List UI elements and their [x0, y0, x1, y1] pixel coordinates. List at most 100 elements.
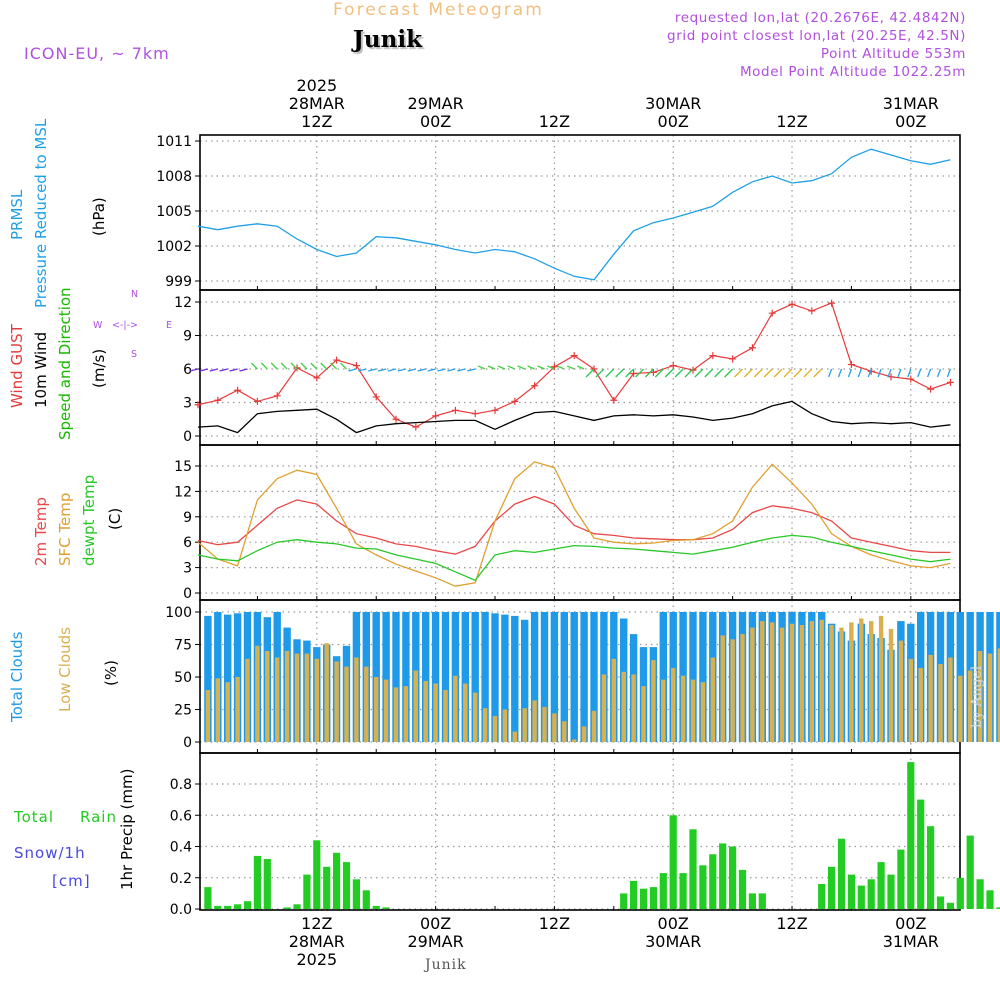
low-cloud-bar: [710, 657, 715, 742]
gust-marker: [352, 362, 360, 370]
low-cloud-bar: [700, 682, 706, 742]
total-cloud-bar: [431, 612, 440, 742]
wind-direction-arrow: [557, 365, 565, 370]
gust-marker: [630, 369, 638, 377]
wind-direction-arrow: [793, 368, 803, 378]
total-cloud-bar: [540, 612, 549, 742]
low-cloud-bar: [294, 653, 300, 742]
y-tick-label: 0.8: [170, 777, 192, 793]
y-tick-label: 0.4: [170, 840, 192, 856]
wind-direction-arrow: [219, 368, 228, 372]
rain-bar: [818, 884, 826, 909]
y-tick-label: 0.6: [170, 808, 192, 824]
gust-marker: [432, 412, 440, 420]
gust-marker: [946, 378, 954, 386]
rain-bar: [867, 879, 875, 909]
bottom-time-label: 31MAR: [882, 932, 939, 951]
wind-direction-arrow: [946, 368, 952, 378]
rain-bar: [887, 874, 895, 909]
location-title: Junik: [353, 26, 422, 53]
low-cloud-bar: [205, 690, 211, 742]
clouds-unit: (%): [102, 660, 120, 686]
top-time-label: 12Z: [301, 112, 333, 131]
low-cloud-bar: [631, 674, 636, 742]
wind-direction-arrow: [753, 368, 763, 378]
wind-direction-arrow: [229, 368, 238, 372]
footer-location: Junik: [425, 957, 467, 973]
low-cloud-bar: [581, 726, 587, 742]
low-cloud-bar: [908, 658, 913, 742]
y-tick-label: 0: [183, 735, 192, 751]
rain-bar: [758, 893, 766, 909]
gust-marker: [907, 375, 915, 383]
low-cloud-bar: [760, 621, 765, 742]
gust-marker: [927, 385, 935, 393]
wind-direction-arrow: [595, 368, 605, 378]
wind-line: [197, 400, 951, 434]
wind-direction-arrow: [527, 365, 535, 370]
wind-direction-arrow: [310, 362, 318, 370]
low-cloud-bar: [215, 678, 220, 742]
precip-axis-label: 1hr Precip (mm): [118, 768, 136, 890]
rain-bar: [224, 905, 232, 909]
pressure-label-prmsl: PRMSL: [8, 189, 26, 240]
low-cloud-bar: [819, 619, 824, 742]
top-time-label: 12Z: [776, 112, 808, 131]
wind-direction-arrow: [387, 368, 397, 372]
gust-marker: [451, 406, 459, 414]
wind-direction-arrow: [407, 368, 416, 372]
wind-direction-arrow: [377, 368, 387, 372]
low-cloud-bar: [433, 683, 438, 742]
low-cloud-bar: [364, 666, 369, 742]
low-cloud-bar: [284, 651, 290, 742]
total-cloud-bar: [501, 614, 509, 742]
low-cloud-bar: [661, 679, 666, 742]
y-tick-label: 0: [183, 429, 192, 445]
low-cloud-bar: [492, 716, 498, 742]
gust-marker: [293, 364, 301, 372]
wind-direction-arrow: [320, 362, 328, 370]
gust-marker: [550, 363, 558, 371]
total-clouds-label: Total Clouds: [8, 631, 26, 722]
y-tick-label: 1008: [156, 169, 192, 185]
model-label: ICON-EU, ~ 7km: [24, 44, 170, 63]
top-time-label: 2025: [296, 76, 338, 95]
y-tick-label: 3: [183, 396, 192, 412]
rain-bar: [303, 874, 311, 909]
rain-bar: [857, 885, 865, 909]
rain-bar: [283, 907, 291, 909]
total-cloud-bar: [214, 612, 222, 742]
gust-marker: [689, 366, 697, 374]
total-cloud-bar: [580, 612, 588, 742]
temp-unit: (C): [106, 507, 124, 530]
gust-marker: [649, 368, 657, 376]
rain-bar: [897, 849, 905, 909]
wind-unit: (m/s): [90, 348, 108, 388]
low-cloud-bar: [324, 643, 329, 742]
wind-direction-arrow: [743, 368, 753, 378]
gust-marker: [748, 344, 756, 352]
low-cloud-bar: [473, 692, 478, 742]
rain-bar: [313, 840, 321, 910]
low-cloud-bar: [611, 658, 616, 742]
temp-dewpt-label: dewpt Temp: [80, 474, 98, 566]
compass-n: N: [131, 289, 139, 300]
low-cloud-bar: [601, 674, 607, 742]
rain-bar: [689, 829, 697, 909]
low-cloud-bar: [482, 708, 488, 742]
wind-direction-arrow: [625, 368, 635, 378]
total-cloud-bar: [530, 612, 539, 742]
compass-arrows: <-|->: [112, 320, 138, 331]
low-cloud-bar: [314, 658, 319, 742]
wind-direction-arrow: [803, 368, 813, 378]
requested-coords: requested lon,lat (20.2676E, 42.4842N): [674, 10, 966, 26]
rain-bar: [669, 815, 677, 910]
top-time-label: 28MAR: [288, 94, 345, 113]
wind-direction-arrow: [517, 365, 525, 370]
wind-direction-arrow: [487, 365, 496, 370]
total-cloud-bar: [590, 612, 598, 742]
wind-direction-arrow: [260, 362, 268, 370]
total-cloud-bar: [491, 613, 499, 742]
snow-label: Snow/1h: [14, 844, 86, 862]
low-cloud-bar: [453, 675, 458, 742]
